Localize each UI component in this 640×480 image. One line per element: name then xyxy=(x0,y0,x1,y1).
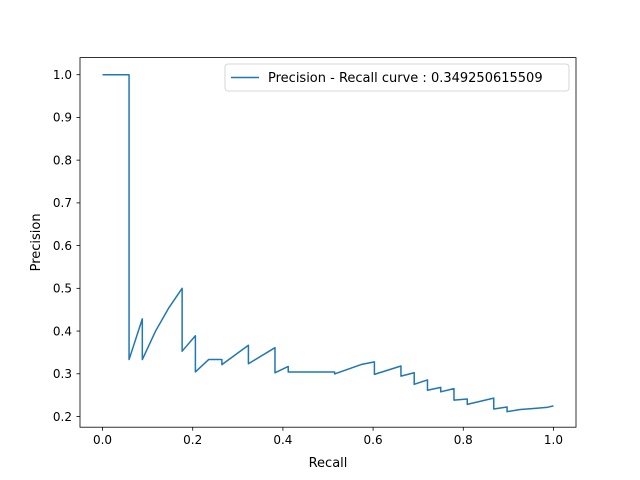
x-tick-label: 1.0 xyxy=(544,433,563,447)
x-axis-ticks: 0.0 0.2 0.4 0.6 0.8 1.0 xyxy=(93,427,563,447)
y-tick-label: 0.8 xyxy=(53,153,72,167)
x-tick-label: 0.8 xyxy=(454,433,473,447)
y-tick-label: 0.4 xyxy=(53,324,72,338)
y-axis-label: Precision xyxy=(29,213,44,271)
x-tick-label: 0.2 xyxy=(183,433,202,447)
axes-frame xyxy=(79,57,577,428)
x-tick-label: 0.0 xyxy=(93,433,112,447)
legend: Precision - Recall curve : 0.34925061550… xyxy=(224,63,570,92)
plot-area xyxy=(80,57,576,428)
y-tick-label: 1.0 xyxy=(53,68,72,82)
y-tick-label: 0.2 xyxy=(53,410,72,424)
y-tick-label: 0.7 xyxy=(53,196,72,210)
x-tick-label: 0.6 xyxy=(364,433,383,447)
legend-label: Precision - Recall curve : 0.34925061550… xyxy=(268,71,543,86)
x-axis-label: Recall xyxy=(309,456,348,471)
y-axis-ticks: 0.2 0.3 0.4 0.5 0.6 0.7 0.8 0.9 1.0 xyxy=(53,68,80,424)
x-tick-label: 0.4 xyxy=(273,433,292,447)
y-tick-label: 0.3 xyxy=(53,367,72,381)
y-tick-label: 0.6 xyxy=(53,239,72,253)
legend-box xyxy=(224,63,570,92)
y-tick-label: 0.9 xyxy=(53,111,72,125)
precision-recall-line xyxy=(102,73,554,413)
y-tick-label: 0.5 xyxy=(53,282,72,296)
series-layer xyxy=(102,73,554,413)
